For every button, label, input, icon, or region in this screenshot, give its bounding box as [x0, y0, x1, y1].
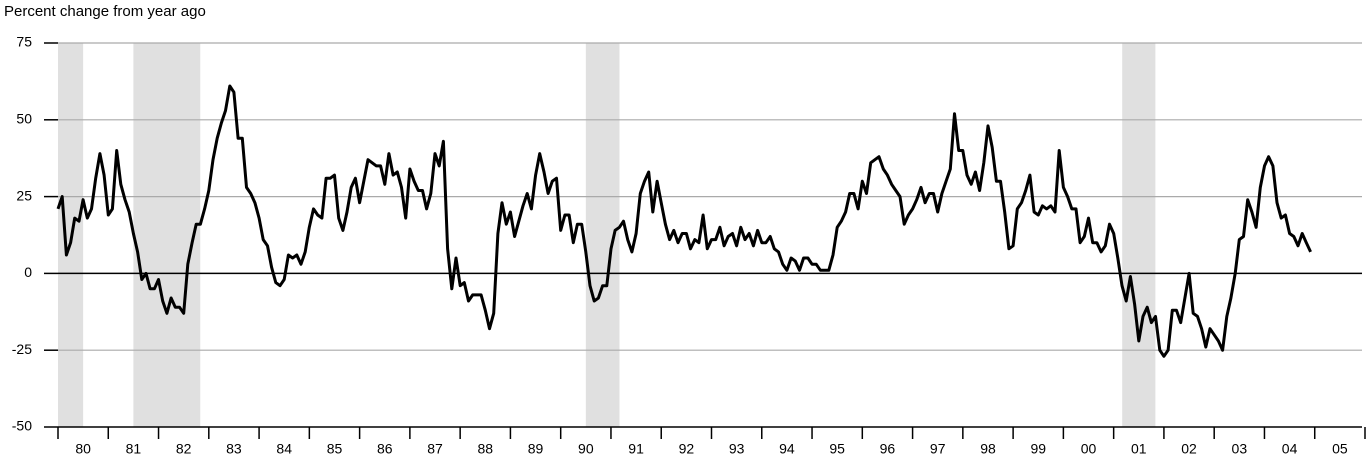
x-tick-label: 95 [829, 441, 845, 457]
y-tick-label: 25 [16, 187, 32, 203]
x-tick-label: 90 [578, 441, 594, 457]
y-tick-label: 0 [24, 264, 32, 280]
data-line [56, 84, 1312, 358]
x-tick-label: 97 [930, 441, 946, 457]
x-tick-label: 94 [779, 441, 795, 457]
x-tick-label: 91 [628, 441, 644, 457]
x-tick-label: 86 [377, 441, 393, 457]
x-tick-label: 93 [729, 441, 745, 457]
grid-layer: -50 -25 0 25 50 75 80 81 82 83 84 85 86 87 88 89 90 91 92 9… [12, 34, 1366, 457]
y-tick-label: 75 [16, 34, 32, 50]
x-tick-label: 98 [980, 441, 996, 457]
y-tick-label: -25 [12, 341, 32, 357]
recession-layer [58, 43, 1156, 427]
recession-band [133, 43, 201, 427]
x-tick-label: 87 [427, 441, 443, 457]
x-tick-label: 80 [75, 441, 91, 457]
x-tick-label: 04 [1282, 441, 1298, 457]
x-tick-label: 96 [880, 441, 896, 457]
x-tick-label: 92 [679, 441, 695, 457]
x-tick-label: 05 [1332, 441, 1348, 457]
x-tick-label: 85 [327, 441, 343, 457]
x-tick-label: 83 [226, 441, 242, 457]
x-tick-label: 84 [276, 441, 292, 457]
chart-title: Percent change from year ago [4, 3, 206, 20]
y-tick-label: -50 [12, 418, 32, 434]
y-tick-label: 50 [16, 111, 32, 127]
x-tick-label: 03 [1232, 441, 1248, 457]
plot-layer [56, 84, 1312, 358]
x-tick-label: 01 [1131, 441, 1147, 457]
x-tick-label: 89 [528, 441, 544, 457]
x-tick-label: 81 [126, 441, 142, 457]
recession-band [1122, 43, 1156, 427]
x-tick-label: 99 [1030, 441, 1046, 457]
x-tick-label: 02 [1181, 441, 1197, 457]
x-tick-label: 82 [176, 441, 192, 457]
x-tick-label: 88 [477, 441, 493, 457]
x-tick-label: 00 [1081, 441, 1097, 457]
